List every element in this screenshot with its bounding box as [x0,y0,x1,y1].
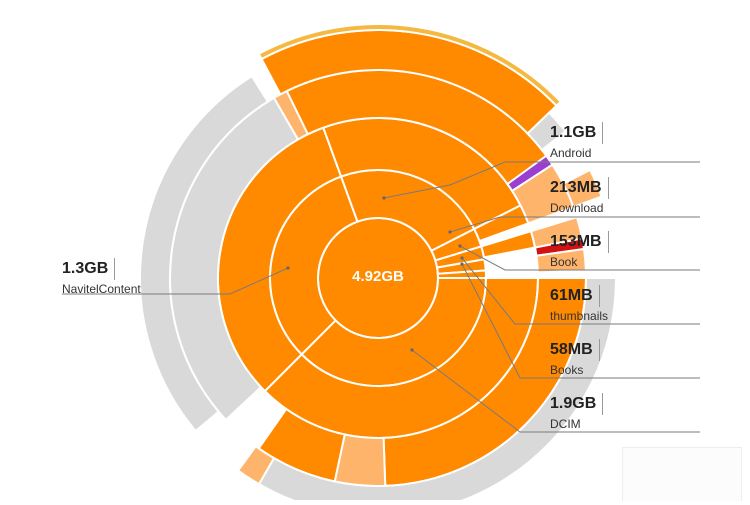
leader-dcim-dot [410,348,414,352]
leader-book-dot [458,244,462,248]
ring4-android-rim[interactable] [257,23,563,108]
folder-name: NavitelContent [62,282,141,296]
leader-thumbnails-dot [460,256,464,260]
ring3-book-light[interactable] [529,215,584,249]
callout-navitelcontent[interactable]: 1.3GB NavitelContent [62,258,262,296]
folder-name: Download [550,201,604,215]
leader-thumbnails [461,257,700,325]
leader-navitel [62,267,289,295]
ring3-thumbs-light[interactable] [535,247,587,274]
bottom-right-panel [622,447,742,501]
leader-dcim [411,349,700,433]
ring4-android-grey[interactable] [526,111,567,152]
ring3-download-light[interactable] [510,163,575,225]
folder-size: 1.1GB [550,122,604,144]
leader-download [449,216,700,233]
ring4-dcim-light[interactable] [236,444,276,486]
leader-navitel-dot [286,266,290,270]
leader-book [459,245,700,271]
folder-size: 1.9GB [550,393,604,415]
callout-book[interactable]: 153MB Book [550,231,750,269]
folder-name: thumbnails [550,309,609,323]
folder-name: Book [550,255,578,269]
callout-books[interactable]: 58MB Books [550,339,750,377]
folder-name: DCIM [550,417,581,431]
leader-books-dot [460,262,464,266]
ring4-navitel-grey[interactable] [139,74,270,433]
folder-size: 58MB [550,339,600,361]
ring4-download-light[interactable] [561,168,603,209]
leader-android [383,161,700,199]
total-size-label: 4.92GB [352,268,404,285]
callout-download[interactable]: 213MB Download [550,177,750,215]
folder-size: 61MB [550,285,600,307]
leader-download-dot [448,230,452,234]
leader-android-dot [382,196,386,200]
leader-books [461,263,700,379]
folder-size: 153MB [550,231,609,253]
folder-name: Books [550,363,584,377]
callout-thumbnails[interactable]: 61MB thumbnails [550,285,750,323]
folder-size: 213MB [550,177,609,199]
callout-android[interactable]: 1.1GB Android [550,122,750,160]
folder-name: Android [550,146,592,160]
folder-size: 1.3GB [62,258,116,280]
callout-dcim[interactable]: 1.9GB DCIM [550,393,750,431]
